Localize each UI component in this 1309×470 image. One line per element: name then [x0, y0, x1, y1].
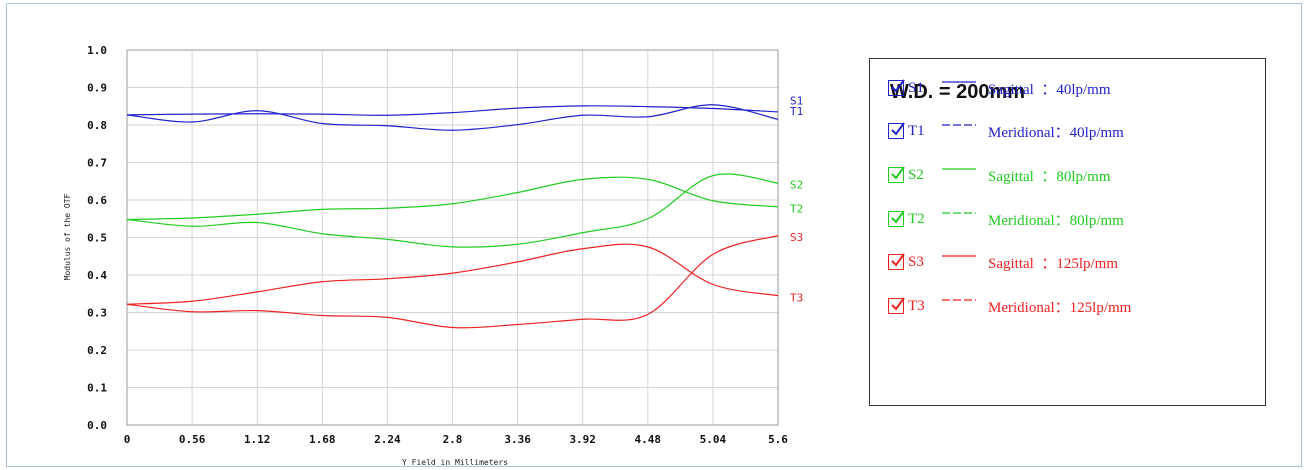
plot-border: [126, 49, 779, 426]
legend-code: S2: [908, 166, 924, 183]
x-tick-label: 3.92: [569, 433, 596, 446]
legend-description: Meridional：40lp/mm: [988, 124, 1124, 141]
y-tick-label: 0.9: [87, 82, 107, 95]
legend-description: Meridional：125lp/mm: [988, 299, 1132, 316]
legend-item-s3: S3 Sagittal ：125lp/mm: [888, 247, 1118, 277]
series-line-t2: [126, 173, 779, 248]
series-lines: [126, 104, 779, 329]
legend-description: Sagittal ：40lp/mm: [988, 81, 1111, 98]
end-label-s1: S1: [790, 94, 803, 107]
series-line-t1: [126, 104, 779, 131]
checkbox-checked-icon[interactable]: [888, 297, 905, 314]
legend-description: Sagittal ：80lp/mm: [988, 168, 1111, 185]
x-tick-labels: 0 0.56 1.12 1.68 2.24 2.8 3.36 3.92 4.48 5.04 5.6: [124, 433, 789, 446]
end-label-s2: S2: [790, 178, 803, 191]
x-tick-label: 2.8: [443, 433, 463, 446]
y-tick-label: 0.8: [87, 119, 107, 132]
checkbox-checked-icon[interactable]: [888, 166, 905, 183]
mtf-chart: 0.0 0.1 0.2 0.3 0.4 0.5 0.6 0.7 0.8 0.9 1.0 0 0.56 1…: [63, 44, 803, 467]
x-tick-label: 1.12: [244, 433, 271, 446]
legend-code: T3: [908, 297, 925, 314]
x-tick-label: 0.56: [179, 433, 206, 446]
y-tick-label: 0.4: [87, 269, 107, 282]
solid-line-swatch: [942, 168, 976, 170]
legend-code: T2: [908, 210, 925, 227]
y-tick-label: 0.2: [87, 344, 107, 357]
y-axis-label: Modulus of the OTF: [63, 193, 72, 280]
y-tick-label: 0.0: [87, 419, 107, 432]
legend-item-t3: T3 Meridional：125lp/mm: [888, 291, 1131, 321]
checkbox-checked-icon[interactable]: [888, 253, 905, 270]
y-tick-label: 0.1: [87, 382, 107, 395]
legend-item-t2: T2 Meridional：80lp/mm: [888, 204, 1124, 234]
x-tick-label: 0: [124, 433, 131, 446]
y-tick-label: 0.3: [87, 307, 107, 320]
dashed-line-swatch: [942, 124, 976, 126]
legend-item-t1: T1 Meridional：40lp/mm: [888, 116, 1124, 146]
end-label-t1: T1: [790, 105, 803, 118]
figure-frame: [6, 3, 1302, 467]
y-tick-label: 1.0: [87, 44, 107, 57]
legend-title: W.D. = 200mm: [890, 81, 1026, 103]
y-tick-label: 0.6: [87, 194, 107, 207]
end-label-t3: T3: [790, 292, 803, 305]
x-tick-label: 1.68: [309, 433, 336, 446]
legend-box: W.D. = 200mm S1 Sagittal ：40lp/mm T1 Meridi…: [869, 58, 1266, 406]
grid-lines: [126, 49, 779, 426]
solid-line-swatch: [942, 81, 976, 83]
x-tick-label: 3.36: [504, 433, 531, 446]
checkbox-checked-icon[interactable]: [888, 79, 905, 96]
legend-description: Sagittal ：125lp/mm: [988, 255, 1118, 272]
series-line-s1: [126, 105, 779, 116]
series-line-s2: [126, 176, 779, 221]
legend-code: T1: [908, 122, 925, 139]
y-tick-labels: 0.0 0.1 0.2 0.3 0.4 0.5 0.6 0.7 0.8 0.9 1.0: [87, 44, 107, 432]
plot-area: [126, 49, 779, 426]
legend-description: Meridional：80lp/mm: [988, 212, 1124, 229]
end-label-t2: T2: [790, 202, 803, 215]
x-axis-label: Y Field in Millimeters: [402, 458, 508, 467]
x-tick-label: 5.6: [768, 433, 788, 446]
checkbox-checked-icon[interactable]: [888, 210, 905, 227]
legend-item-s2: S2 Sagittal ：80lp/mm: [888, 160, 1111, 190]
checkbox-checked-icon[interactable]: [888, 122, 905, 139]
dashed-line-swatch: [942, 299, 976, 301]
x-tick-label: 2.24: [374, 433, 401, 446]
legend-code: S1: [908, 79, 924, 96]
end-label-s3: S3: [790, 231, 803, 244]
x-tick-label: 4.48: [635, 433, 662, 446]
y-tick-label: 0.7: [87, 157, 107, 170]
legend-item-s1: S1 Sagittal ：40lp/mm: [888, 73, 1111, 103]
series-line-t3: [126, 235, 779, 329]
series-line-s3: [126, 243, 779, 305]
x-tick-label: 5.04: [700, 433, 727, 446]
legend-code: S3: [908, 253, 924, 270]
dashed-line-swatch: [942, 212, 976, 214]
solid-line-swatch: [942, 255, 976, 257]
y-tick-label: 0.5: [87, 232, 107, 245]
